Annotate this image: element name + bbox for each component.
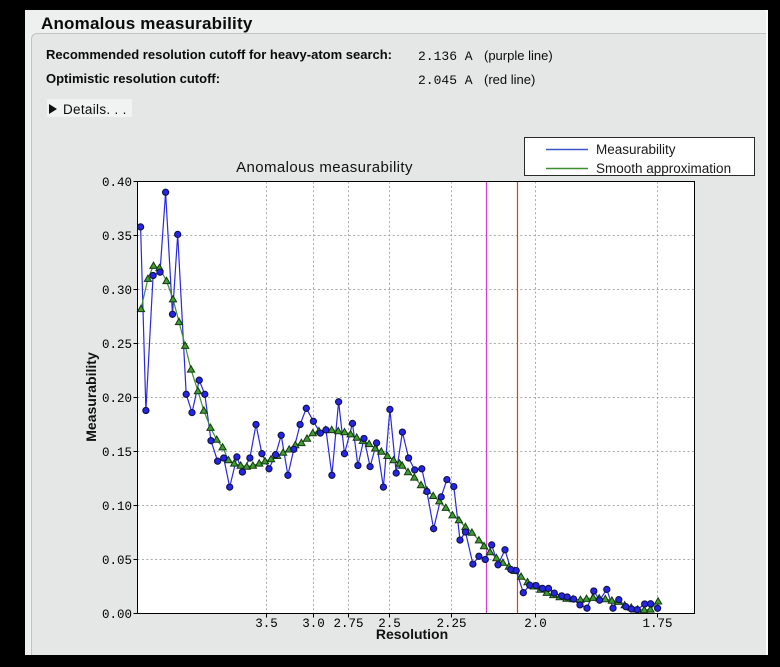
svg-text:Measurability: Measurability [83,352,99,442]
svg-text:Measurability: Measurability [596,142,676,157]
svg-text:0.35: 0.35 [102,230,132,244]
svg-text:0.05: 0.05 [102,554,132,568]
svg-text:0.15: 0.15 [102,446,132,460]
svg-text:Resolution: Resolution [376,626,448,642]
svg-text:2.0: 2.0 [524,617,547,631]
svg-text:0.30: 0.30 [102,284,132,298]
svg-text:2.75: 2.75 [333,617,363,631]
svg-text:0.25: 0.25 [102,338,132,352]
svg-text:2.5: 2.5 [378,617,401,631]
svg-text:0.00: 0.00 [102,608,132,622]
svg-text:Smooth approximation: Smooth approximation [596,161,731,176]
svg-text:3.5: 3.5 [255,617,278,631]
svg-text:Anomalous measurability: Anomalous measurability [236,159,413,176]
svg-text:0.20: 0.20 [102,392,132,406]
svg-text:2.25: 2.25 [436,617,466,631]
svg-text:0.10: 0.10 [102,500,132,514]
svg-text:3.0: 3.0 [302,617,325,631]
svg-text:0.40: 0.40 [102,176,132,190]
svg-text:1.75: 1.75 [642,617,672,631]
